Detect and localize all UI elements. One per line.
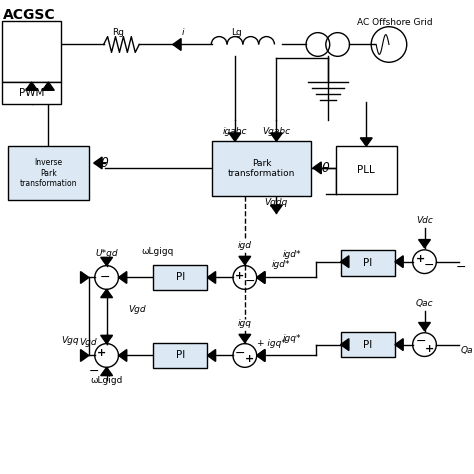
Text: Vgdq: Vgdq — [265, 198, 288, 207]
Polygon shape — [100, 257, 112, 265]
Bar — [341, 250, 395, 275]
Text: +: + — [416, 254, 425, 264]
Text: PI: PI — [175, 273, 185, 283]
Text: Vgq: Vgq — [61, 336, 79, 345]
Bar — [153, 264, 207, 290]
Polygon shape — [207, 349, 216, 361]
Polygon shape — [419, 239, 430, 248]
Text: igq*: igq* — [283, 334, 301, 343]
Text: −: − — [235, 347, 245, 360]
Text: Rg: Rg — [112, 28, 125, 37]
Polygon shape — [341, 256, 349, 268]
Text: Vgd: Vgd — [79, 338, 97, 347]
Bar — [212, 141, 311, 196]
Text: PI: PI — [363, 258, 373, 268]
Text: U*gd: U*gd — [95, 249, 118, 258]
Bar — [8, 146, 89, 201]
Text: igd*: igd* — [283, 250, 301, 259]
Text: +: + — [97, 348, 106, 358]
Text: ωLgigq: ωLgigq — [142, 247, 174, 256]
Polygon shape — [271, 205, 283, 213]
Bar — [336, 146, 397, 193]
Bar — [153, 343, 207, 368]
Polygon shape — [313, 162, 321, 174]
Bar — [2, 21, 61, 82]
Polygon shape — [81, 272, 89, 283]
Polygon shape — [118, 349, 127, 361]
Text: i: i — [182, 28, 184, 37]
Bar — [341, 332, 395, 357]
Polygon shape — [239, 256, 251, 264]
Text: −: − — [245, 275, 255, 288]
Text: −: − — [89, 365, 99, 378]
Polygon shape — [257, 272, 265, 283]
Polygon shape — [100, 289, 112, 298]
Polygon shape — [257, 349, 265, 361]
Text: Qac: Qac — [416, 299, 433, 308]
Text: PWM: PWM — [19, 88, 44, 98]
Polygon shape — [395, 256, 403, 268]
Polygon shape — [26, 82, 37, 90]
Text: +: + — [235, 271, 245, 281]
Polygon shape — [173, 38, 181, 50]
Text: Qa: Qa — [461, 346, 474, 355]
Text: AC Offshore Grid: AC Offshore Grid — [357, 18, 433, 27]
Polygon shape — [81, 349, 89, 361]
Text: −: − — [424, 259, 435, 272]
Text: Vdc: Vdc — [416, 216, 433, 225]
Text: PI: PI — [363, 339, 373, 350]
Text: $\theta$: $\theta$ — [100, 156, 109, 170]
Polygon shape — [341, 339, 349, 351]
Text: −: − — [100, 271, 110, 284]
Polygon shape — [419, 322, 430, 331]
Text: + igq*: + igq* — [257, 339, 285, 348]
Polygon shape — [43, 82, 55, 90]
Polygon shape — [257, 272, 265, 283]
Text: ACGSC: ACGSC — [3, 8, 55, 22]
Polygon shape — [100, 367, 112, 375]
Text: PI: PI — [175, 350, 185, 360]
Polygon shape — [360, 138, 372, 146]
Bar — [2, 82, 61, 104]
Text: igd*: igd* — [272, 260, 290, 269]
Text: Vgd: Vgd — [128, 305, 146, 314]
Text: igq: igq — [238, 319, 252, 328]
Text: Inverse
Park
transformation: Inverse Park transformation — [19, 158, 77, 188]
Polygon shape — [271, 133, 283, 141]
Text: igabc: igabc — [223, 127, 247, 136]
Text: PLL: PLL — [357, 165, 375, 175]
Text: −: − — [456, 261, 466, 274]
Polygon shape — [257, 349, 265, 361]
Polygon shape — [118, 272, 127, 283]
Text: Lg: Lg — [232, 28, 242, 37]
Text: +: + — [245, 355, 255, 365]
Polygon shape — [239, 334, 251, 343]
Polygon shape — [207, 272, 216, 283]
Text: $\theta$: $\theta$ — [321, 161, 330, 175]
Text: Park
transformation: Park transformation — [228, 159, 295, 178]
Polygon shape — [229, 133, 241, 141]
Text: igd: igd — [238, 241, 252, 250]
Text: +: + — [425, 344, 434, 354]
Polygon shape — [100, 335, 112, 344]
Polygon shape — [395, 339, 403, 351]
Text: Vgabc: Vgabc — [263, 127, 291, 136]
Text: ωLgigd: ωLgigd — [91, 376, 123, 384]
Text: −: − — [415, 335, 426, 348]
Polygon shape — [94, 157, 102, 169]
